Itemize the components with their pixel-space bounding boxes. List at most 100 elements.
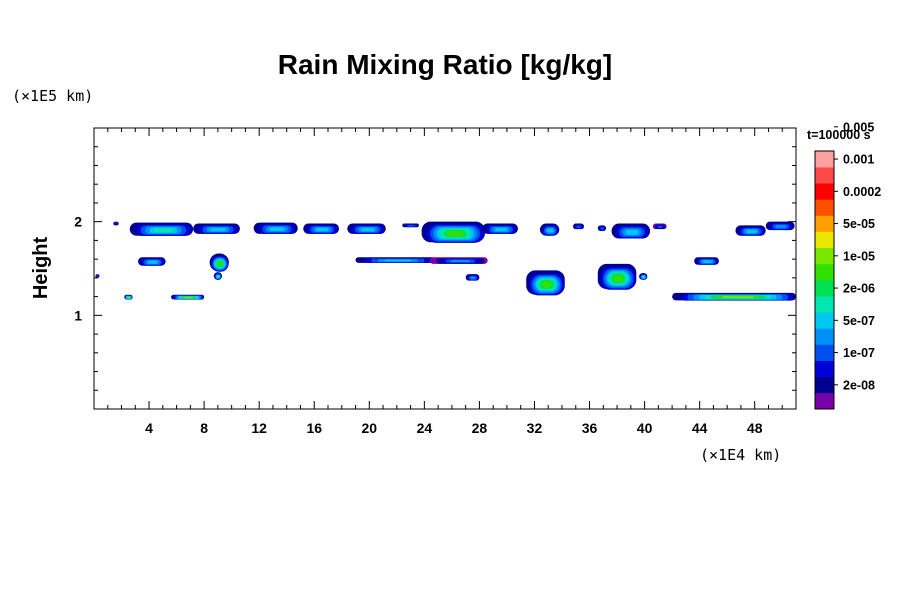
contour-band xyxy=(451,259,470,263)
contour-band xyxy=(148,260,158,264)
rain-region xyxy=(465,274,480,281)
rain-region xyxy=(735,225,766,236)
colorbar-swatch xyxy=(815,215,834,232)
contour-band xyxy=(114,223,118,225)
colorbar-label: 0.0002 xyxy=(843,185,881,199)
colorbar-swatch xyxy=(815,376,834,394)
contour-band xyxy=(384,259,411,262)
x-tick-label: 28 xyxy=(472,420,488,436)
colorbar-swatch xyxy=(815,312,834,329)
colorbar-swatch xyxy=(815,247,834,265)
contour-band xyxy=(642,276,645,278)
rain-region xyxy=(429,257,488,264)
colorbar-label: 2e-08 xyxy=(843,378,875,392)
contour-band xyxy=(446,230,464,237)
contour-band xyxy=(127,296,130,299)
y-tick-label: 2 xyxy=(74,214,82,230)
rain-region xyxy=(573,223,585,230)
contour-band xyxy=(657,225,663,228)
colorbar-swatch xyxy=(815,199,834,216)
rain-region xyxy=(526,270,565,296)
y-axis-label: Height xyxy=(30,237,52,300)
rain-region xyxy=(95,274,100,278)
colorbar-label: 0.001 xyxy=(843,153,874,167)
rain-region xyxy=(113,221,119,226)
x-axis: 4 8 12 16 20 24 28 32 36 40 44 48 xyxy=(107,128,783,436)
rain-region xyxy=(193,223,240,234)
colorbar-swatch xyxy=(815,231,834,249)
rain-region xyxy=(253,222,298,234)
contour-band xyxy=(210,227,226,232)
rain-region xyxy=(138,257,166,266)
contour-band xyxy=(613,275,624,282)
rain-region xyxy=(213,272,223,280)
rain-region xyxy=(482,223,518,234)
contour-band xyxy=(547,228,554,233)
contour-band xyxy=(316,227,329,232)
rain-region xyxy=(652,223,667,230)
contour-band xyxy=(216,275,220,278)
x-tick-label: 40 xyxy=(637,420,653,436)
rain-region xyxy=(639,273,648,280)
y-scale-label: (×1E5 km) xyxy=(12,87,93,105)
contour-band xyxy=(495,227,508,232)
rain-region xyxy=(597,263,637,290)
colorbar-swatch xyxy=(815,344,834,361)
contour-band xyxy=(746,229,757,234)
colorbar-frame xyxy=(814,150,835,410)
contour-band xyxy=(541,281,552,288)
colorbar-label: 2e-06 xyxy=(843,282,875,296)
x-tick-label: 4 xyxy=(145,420,153,436)
x-tick-label: 44 xyxy=(692,420,708,436)
contour-band xyxy=(470,276,476,280)
colorbar-label: 0.005 xyxy=(843,120,874,134)
colorbar-swatch xyxy=(815,280,834,297)
rain-region xyxy=(303,223,340,234)
rain-region xyxy=(129,222,194,236)
contour-band xyxy=(269,227,285,231)
contour-band xyxy=(217,261,223,267)
time-label: t=100000 s xyxy=(807,128,871,142)
colorbar-swatch xyxy=(815,263,834,281)
x-scale-label: (×1E4 km) xyxy=(700,446,781,464)
rain-region xyxy=(694,257,719,265)
x-tick-label: 16 xyxy=(306,420,322,436)
x-tick-label: 48 xyxy=(747,420,763,436)
colorbar-label: 5e-05 xyxy=(843,217,875,231)
x-tick-label: 20 xyxy=(362,420,378,436)
colorbar-swatch xyxy=(815,296,834,313)
colorbar-label: 5e-07 xyxy=(843,314,875,328)
contour-band xyxy=(625,229,639,235)
rain-region xyxy=(347,223,386,234)
x-tick-label: 24 xyxy=(417,420,433,436)
data-field xyxy=(95,221,796,301)
x-tick-label: 12 xyxy=(251,420,267,436)
contour-band xyxy=(407,224,415,227)
rain-region xyxy=(171,294,205,300)
colorbar-label: 1e-07 xyxy=(843,346,875,360)
y-tick-label: 1 xyxy=(74,307,82,323)
colorbar-swatch xyxy=(815,151,834,168)
contour-band xyxy=(96,275,99,278)
colorbar-label: 1e-05 xyxy=(843,249,875,263)
colorbar-swatch xyxy=(815,360,834,378)
rain-region xyxy=(672,292,796,301)
x-tick-label: 8 xyxy=(200,420,208,436)
colorbar: 2e-08 1e-07 5e-07 2e-06 1e-05 5e-05 0.0002 0.00… xyxy=(814,120,881,410)
rain-region xyxy=(124,294,133,300)
contour-band xyxy=(576,225,582,229)
y-axis: 12 xyxy=(74,146,796,391)
rain-region xyxy=(597,225,607,232)
x-tick-label: 36 xyxy=(582,420,598,436)
colorbar-swatch xyxy=(815,167,834,184)
colorbar-swatch xyxy=(815,183,834,200)
colorbar-swatch xyxy=(815,328,834,345)
contour-band xyxy=(722,296,754,299)
plot-frame xyxy=(93,127,797,410)
rain-region xyxy=(421,221,485,243)
rain-region xyxy=(355,257,436,263)
colorbar-swatch xyxy=(815,392,834,410)
contour-band xyxy=(703,260,712,263)
contour-band xyxy=(775,224,787,229)
